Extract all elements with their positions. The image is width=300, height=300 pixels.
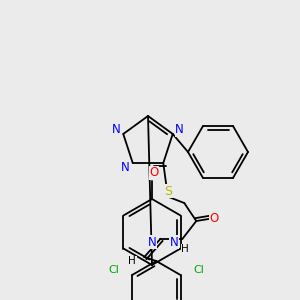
Text: Cl: Cl — [193, 265, 204, 275]
Text: N: N — [170, 236, 179, 248]
Text: H: H — [128, 256, 136, 266]
Text: N: N — [112, 124, 121, 136]
Text: S: S — [164, 184, 172, 197]
Text: O: O — [210, 212, 219, 224]
Text: Cl: Cl — [109, 265, 119, 275]
Text: O: O — [149, 167, 159, 179]
Text: N: N — [121, 160, 130, 173]
Text: N: N — [176, 124, 184, 136]
Text: H: H — [182, 244, 189, 254]
Text: N: N — [148, 236, 157, 248]
